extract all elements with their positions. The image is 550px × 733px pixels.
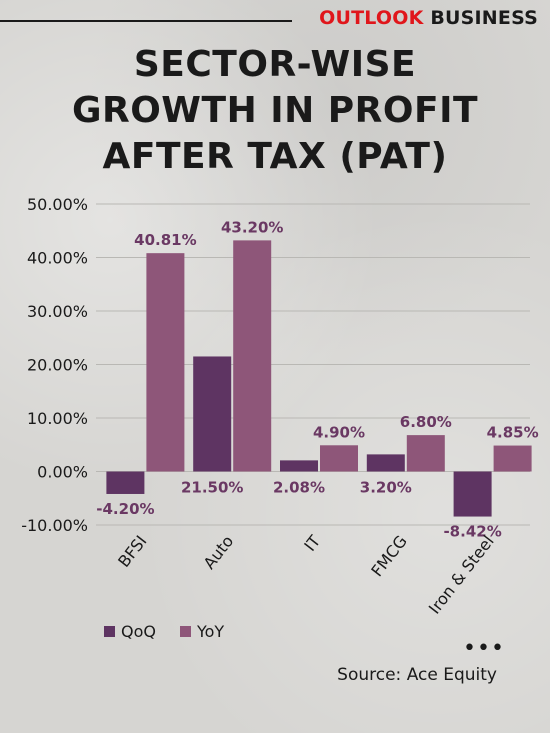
y-tick-label: 50.00% [27, 195, 88, 214]
data-label-qoq: -4.20% [96, 500, 154, 518]
title-line-1: SECTOR-WISE [133, 44, 417, 85]
brand-logo: OUTLOOK BUSINESS [319, 7, 538, 29]
y-tick-label: 10.00% [27, 409, 88, 428]
bar-qoq [453, 471, 492, 517]
bar-yoy [493, 445, 532, 472]
y-tick-label: 0.00% [37, 463, 88, 482]
data-label-yoy: 40.81% [134, 231, 196, 249]
brand-outlook: OUTLOOK [319, 7, 424, 29]
legend-swatch-qoq [104, 626, 115, 637]
bar-qoq [280, 460, 318, 472]
y-tick-label: 20.00% [27, 356, 88, 375]
bar-yoy [406, 435, 445, 472]
y-tick-label: 40.00% [27, 249, 88, 268]
legend-item-qoq: QoQ [104, 622, 156, 641]
bar-yoy [146, 253, 185, 472]
data-label-yoy: 4.85% [487, 424, 539, 442]
x-tick-label: Auto [200, 532, 238, 573]
data-label-qoq: 2.08% [273, 479, 325, 497]
brand-business: BUSINESS [430, 7, 538, 29]
bar-yoy [233, 240, 272, 472]
x-tick-label: BFSI [114, 532, 150, 571]
y-tick-label: -10.00% [21, 516, 88, 535]
legend-item-yoy: YoY [179, 622, 225, 641]
x-tick-label: Iron & Steel [425, 532, 498, 618]
legend-label-qoq: QoQ [121, 622, 156, 641]
x-tick-label: FMCG [367, 532, 411, 580]
chart-legend: QoQ YoY [104, 622, 248, 641]
bar-qoq [366, 454, 405, 472]
data-label-qoq: 3.20% [360, 479, 412, 497]
data-label-yoy: 43.20% [221, 218, 283, 236]
data-label-qoq: 21.50% [181, 479, 243, 497]
bar-qoq [106, 471, 145, 494]
brand-rule [0, 20, 292, 22]
source-note: Source: Ace Equity [337, 665, 497, 685]
data-label-yoy: 6.80% [400, 413, 452, 431]
bar-qoq [193, 356, 232, 472]
more-dots-icon: ••• [463, 636, 505, 661]
title-line-2: GROWTH IN PROFIT [71, 90, 479, 131]
chart-title: SECTOR-WISE GROWTH IN PROFIT AFTER TAX (… [0, 42, 550, 180]
bar-yoy [320, 445, 358, 472]
data-label-qoq: -8.42% [443, 523, 501, 541]
x-tick-label: IT [300, 532, 324, 555]
legend-swatch-yoy [179, 626, 191, 637]
title-line-3: AFTER TAX (PAT) [102, 136, 448, 177]
legend-label-yoy: YoY [196, 622, 225, 641]
data-label-yoy: 4.90% [313, 423, 365, 441]
y-tick-label: 30.00% [27, 302, 88, 321]
